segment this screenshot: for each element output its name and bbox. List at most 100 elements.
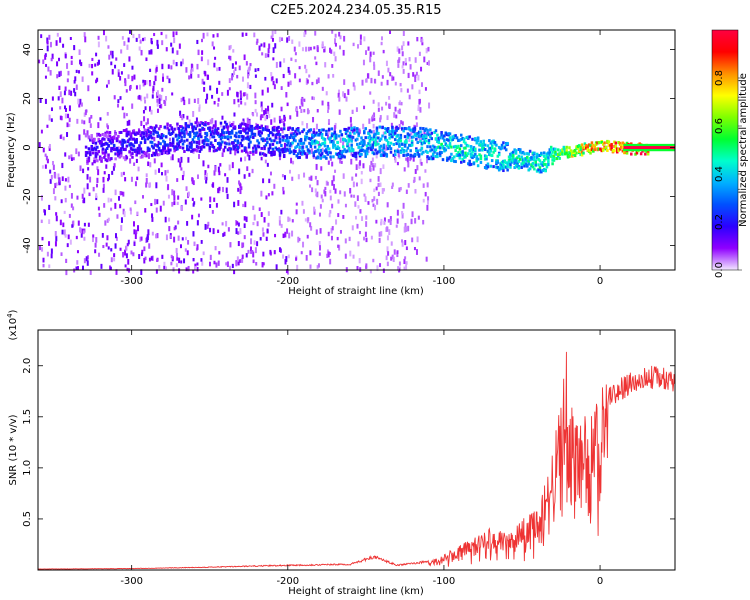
spectrogram-cell — [196, 174, 199, 179]
spectrogram-cell — [410, 130, 413, 135]
spectrogram-cell — [278, 153, 282, 157]
spectrogram-cell — [422, 137, 425, 141]
spectrogram-cell — [92, 234, 95, 239]
spectrogram-cell — [312, 96, 315, 101]
spectrogram-cell — [51, 160, 54, 166]
spectrogram-cell — [252, 146, 255, 150]
spectrogram-cell — [455, 145, 459, 149]
spectrogram-cell — [134, 132, 137, 136]
spectrogram-cell — [174, 148, 178, 152]
spectrogram-cell — [281, 174, 284, 178]
spectrogram-cell — [263, 42, 266, 48]
spectrogram-cell — [194, 266, 197, 271]
spectrogram-cell — [264, 128, 268, 132]
spectrogram-cell — [126, 44, 129, 50]
spectrogram-cell — [242, 128, 245, 132]
spectrogram-cell — [382, 49, 385, 54]
spectrogram-cell — [240, 149, 244, 153]
spectrogram-cell — [458, 138, 462, 142]
spectrogram-cell — [590, 145, 594, 149]
spectrogram-cell — [353, 126, 356, 130]
spectrogram-cell — [370, 130, 373, 134]
spectrogram-cell — [183, 132, 186, 136]
spectrogram-cell — [84, 153, 88, 157]
spectrogram-cell — [207, 122, 210, 126]
spectrogram-cell — [185, 67, 188, 73]
spectrogram-cell — [427, 129, 430, 134]
spectrogram-cell — [59, 91, 62, 98]
spectrogram-cell — [468, 135, 471, 139]
spectrogram-cell — [183, 99, 186, 106]
spectrogram-cell — [172, 256, 175, 260]
spectrogram-cell — [267, 48, 270, 54]
spectrogram-cell — [422, 150, 425, 154]
spectrogram-cell — [531, 151, 535, 155]
spectrogram-cell — [90, 146, 93, 150]
spectrogram-cell — [349, 131, 352, 135]
spectrogram-cell — [355, 173, 358, 177]
spectrogram-cell — [394, 81, 397, 86]
spectrogram-cell — [267, 193, 270, 197]
spectrogram-cell — [63, 90, 66, 96]
spectrogram-cell — [244, 102, 247, 106]
spectrogram-cell — [496, 165, 500, 169]
spectrogram-cell — [202, 251, 205, 256]
spectrogram-cell — [409, 153, 412, 157]
spectrogram-cell — [86, 151, 89, 155]
spectrogram-cell — [639, 152, 643, 156]
spectrogram-cell — [235, 220, 238, 226]
spectrogram-frame — [37, 29, 676, 271]
spectrogram-cell — [423, 128, 426, 132]
spectrogram-cell — [45, 155, 48, 161]
spectrogram-cell — [173, 190, 176, 197]
spectrogram-cell — [222, 131, 226, 135]
spectrogram-cell — [51, 53, 54, 60]
spectrogram-cell — [246, 126, 249, 130]
spectrogram-cell — [445, 144, 449, 148]
spectrogram-cell — [308, 74, 311, 78]
spectrogram-cell — [185, 267, 188, 272]
spectrogram-cell — [406, 153, 410, 157]
spectrogram-cell — [168, 226, 171, 232]
spectrogram-cell — [544, 163, 547, 167]
spectrogram-cell — [59, 70, 62, 76]
spectrogram-cell — [81, 228, 84, 235]
spectrogram-cell — [274, 233, 277, 238]
spectrogram-cell — [154, 169, 157, 175]
spectrogram-cell — [341, 137, 345, 141]
spectrogram-cell — [267, 133, 271, 137]
spectrogram-cell — [166, 75, 169, 80]
spectrogram-cell — [352, 254, 355, 259]
spectrogram-cell — [283, 58, 286, 63]
spectrogram-cell — [407, 41, 410, 46]
spectrogram-cell — [301, 200, 304, 206]
spectrogram-cell — [129, 146, 133, 150]
spectrogram-cell — [365, 221, 368, 227]
spectrogram-cell — [41, 236, 44, 241]
spectrogram-cell — [379, 115, 382, 120]
spectrogram-cell — [177, 235, 180, 241]
spectrogram-cell — [556, 152, 560, 156]
spectrogram-cell — [200, 239, 203, 244]
spectrogram-cell — [211, 41, 214, 47]
spectrogram-cell — [211, 126, 214, 130]
spectrogram-cell — [357, 205, 360, 209]
spectrogram-cell — [91, 237, 94, 243]
spectrogram-cell — [440, 133, 443, 137]
spectrogram-cell — [482, 146, 485, 150]
spectrogram-cell — [334, 134, 338, 138]
spectrogram-cell — [346, 142, 349, 146]
spectrogram-cell — [87, 167, 90, 171]
spectrogram-cell — [153, 136, 156, 142]
spectrogram-cell — [217, 102, 220, 107]
spectrogram-cell — [278, 151, 282, 155]
spectrogram-cell — [625, 151, 629, 155]
spectrogram-cell — [510, 151, 514, 155]
spectrogram-cell — [150, 144, 154, 148]
spectrogram-cell — [323, 144, 327, 148]
spectrogram-cell — [257, 125, 261, 129]
spectrogram-cell — [309, 46, 312, 51]
spectrogram-cell — [318, 151, 321, 155]
spectrogram-cell — [309, 128, 313, 132]
spectrogram-cell — [431, 152, 435, 156]
